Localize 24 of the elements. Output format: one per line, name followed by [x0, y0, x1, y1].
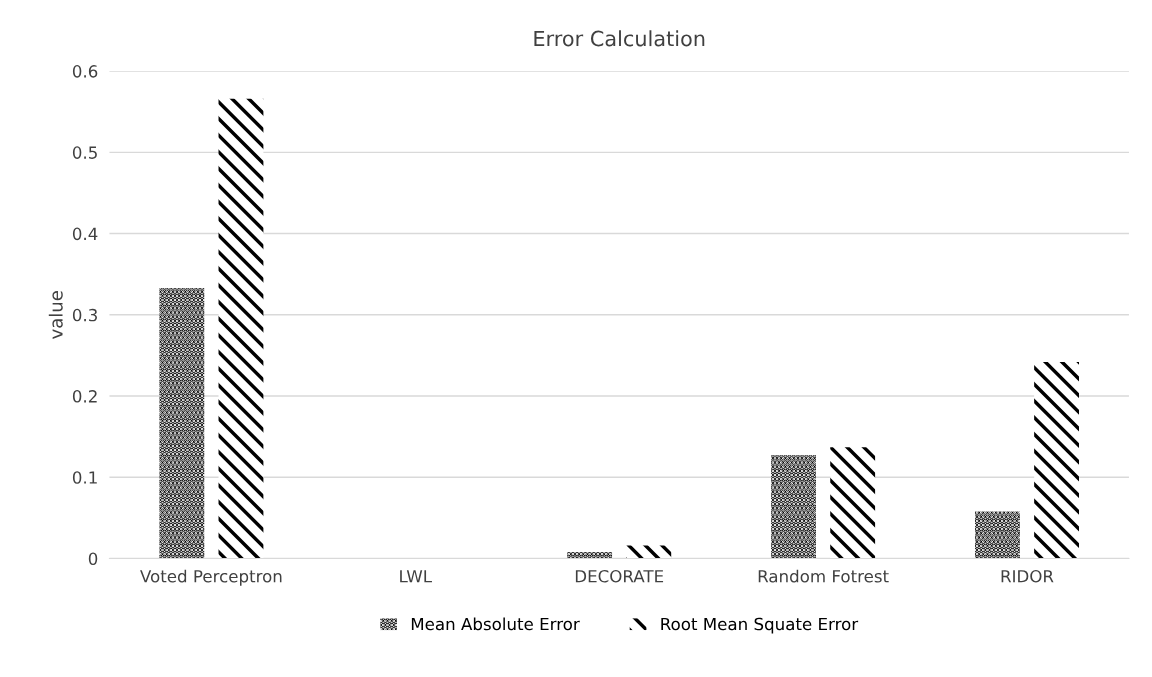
y-tick-label: 0.1: [72, 471, 97, 484]
bar: [567, 552, 613, 559]
bar: [830, 447, 876, 559]
bar: [1034, 361, 1079, 559]
bar: [218, 98, 264, 559]
x-tick-label: Random Fotrest: [758, 569, 889, 583]
x-tick-label: Voted Perceptron: [140, 569, 282, 586]
y-tick-label: 0: [88, 552, 98, 566]
y-axis-title: value: [48, 291, 63, 339]
legend-label: Root Mean Squate Error: [661, 617, 859, 634]
x-tick-label: RIDOR: [1001, 569, 1054, 583]
y-tick-label: 0.6: [72, 65, 98, 78]
legend-label: Mean Absolute Error: [411, 617, 580, 631]
bar: [975, 511, 1020, 559]
bar: [771, 455, 816, 559]
bar: [159, 288, 205, 559]
chart-title: Error Calculation: [534, 30, 705, 47]
y-tick-label: 0.4: [72, 227, 98, 241]
x-tick-label: DECORATE: [575, 569, 664, 583]
y-tick-label: 0.3: [72, 308, 97, 322]
bar: [626, 545, 672, 559]
x-tick-label: LWL: [400, 570, 432, 583]
y-tick-label: 0.2: [72, 390, 97, 403]
y-tick-label: 0.5: [72, 146, 97, 159]
